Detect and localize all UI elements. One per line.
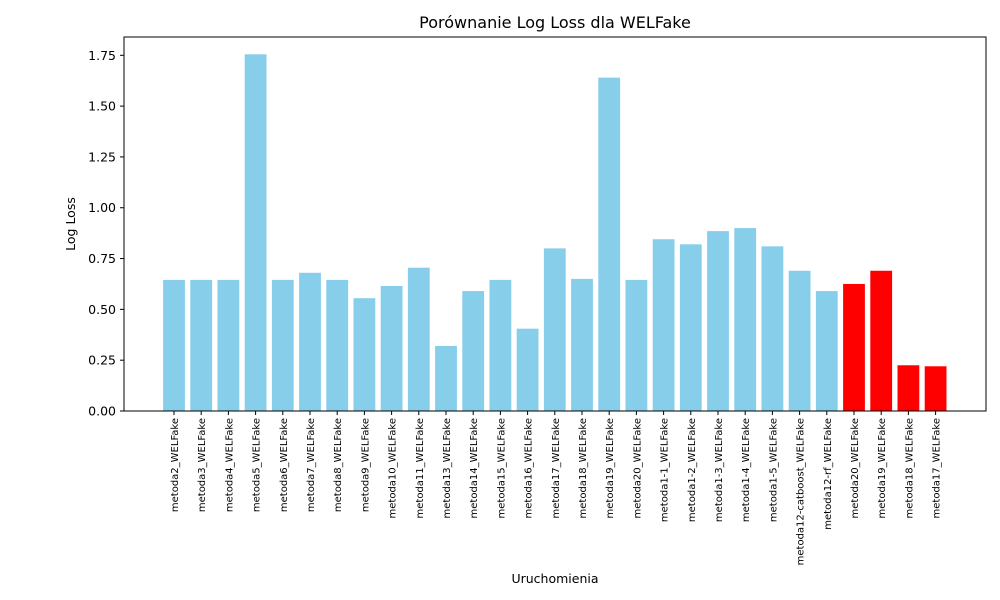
bar-15: [543, 248, 566, 411]
bar-13: [489, 279, 512, 411]
x-tick-label: metoda15_WELFake: [496, 418, 507, 518]
bar-16: [571, 278, 593, 411]
bar-20: [679, 244, 702, 411]
x-tick-label: metoda3_WELFake: [197, 418, 208, 512]
x-axis-label: Uruchomienia: [511, 571, 598, 586]
y-tick-label: 1.75: [88, 48, 116, 63]
x-tick-label: metoda12-catboost_WELFake: [796, 418, 807, 565]
y-tick-label: 0.75: [88, 251, 116, 266]
y-tick-label: 0.25: [88, 353, 116, 368]
x-tick-label: metoda11_WELFake: [415, 418, 426, 518]
x-tick-label: metoda14_WELFake: [469, 418, 480, 518]
x-tick-label: metoda17_WELFake: [551, 418, 562, 518]
bar-26: [843, 283, 865, 411]
bar-29: [924, 366, 947, 411]
y-tick-label: 0.00: [88, 404, 116, 419]
bar-23: [761, 246, 784, 411]
bar-3: [217, 279, 240, 411]
bar-25: [815, 291, 838, 411]
x-tick-label: metoda12-rf_WELFake: [823, 418, 834, 530]
bar-28: [897, 365, 920, 411]
plot-frame: [123, 36, 987, 412]
bar-21: [707, 231, 729, 411]
x-tick-label: metoda8_WELFake: [333, 418, 344, 512]
x-tick-label: metoda1-4_WELFake: [741, 418, 752, 522]
x-tick-label: metoda19_WELFake: [877, 418, 888, 518]
y-tick-label: 1.00: [88, 200, 116, 215]
x-tick-label: metoda5_WELFake: [252, 418, 263, 512]
x-tick-label: metoda16_WELFake: [524, 418, 535, 518]
bar-24: [788, 270, 811, 411]
bar-2: [190, 279, 213, 411]
x-tick-label: metoda20_WELFake: [850, 418, 861, 518]
x-tick-label: metoda1-5_WELFake: [768, 418, 779, 522]
x-tick-label: metoda1-1_WELFake: [660, 418, 671, 522]
bars-group: [163, 54, 947, 412]
x-axis-ticks: metoda2_WELFake metoda3_WELFake metoda4_WE…: [170, 411, 943, 565]
bar-5: [271, 279, 294, 411]
x-tick-label: metoda18_WELFake: [578, 418, 589, 518]
bar-10: [407, 267, 430, 411]
bar-19: [652, 239, 675, 411]
chart-title: Porównanie Log Loss dla WELFake: [419, 13, 691, 32]
bar-18: [625, 279, 648, 411]
bar-4: [244, 54, 267, 411]
x-tick-label: metoda7_WELFake: [306, 418, 317, 512]
x-tick-label: metoda1-2_WELFake: [687, 418, 698, 522]
bar-9: [380, 285, 403, 411]
x-tick-label: metoda18_WELFake: [904, 418, 915, 518]
bar-8: [353, 298, 376, 411]
x-tick-label: metoda6_WELFake: [279, 418, 290, 512]
y-tick-label: 1.50: [88, 99, 116, 114]
x-tick-label: metoda19_WELFake: [605, 418, 616, 518]
x-tick-label: metoda4_WELFake: [224, 418, 235, 512]
bar-17: [598, 77, 621, 412]
x-tick-label: metoda10_WELFake: [388, 418, 399, 518]
x-tick-label: metoda17_WELFake: [932, 418, 943, 518]
bar-1: [163, 279, 185, 411]
bar-7: [326, 279, 349, 411]
x-tick-label: metoda9_WELFake: [360, 418, 371, 512]
bar-22: [734, 228, 757, 411]
y-tick-label: 1.25: [88, 149, 116, 164]
bar-11: [435, 345, 457, 411]
x-tick-label: metoda1-3_WELFake: [714, 418, 725, 522]
x-tick-label: metoda2_WELFake: [170, 418, 181, 512]
x-tick-label: metoda20_WELFake: [632, 418, 643, 518]
x-tick-label: metoda13_WELFake: [442, 418, 453, 518]
bar-27: [870, 270, 893, 411]
y-axis-ticks: 0.00 0.25 0.50 0.75 1.00 1.25 1.50 1.75: [88, 48, 124, 419]
bar-6: [299, 272, 321, 411]
y-tick-label: 0.50: [88, 302, 116, 317]
y-axis-label: Log Loss: [63, 197, 78, 251]
bar-12: [462, 291, 485, 411]
bar-14: [516, 328, 539, 411]
